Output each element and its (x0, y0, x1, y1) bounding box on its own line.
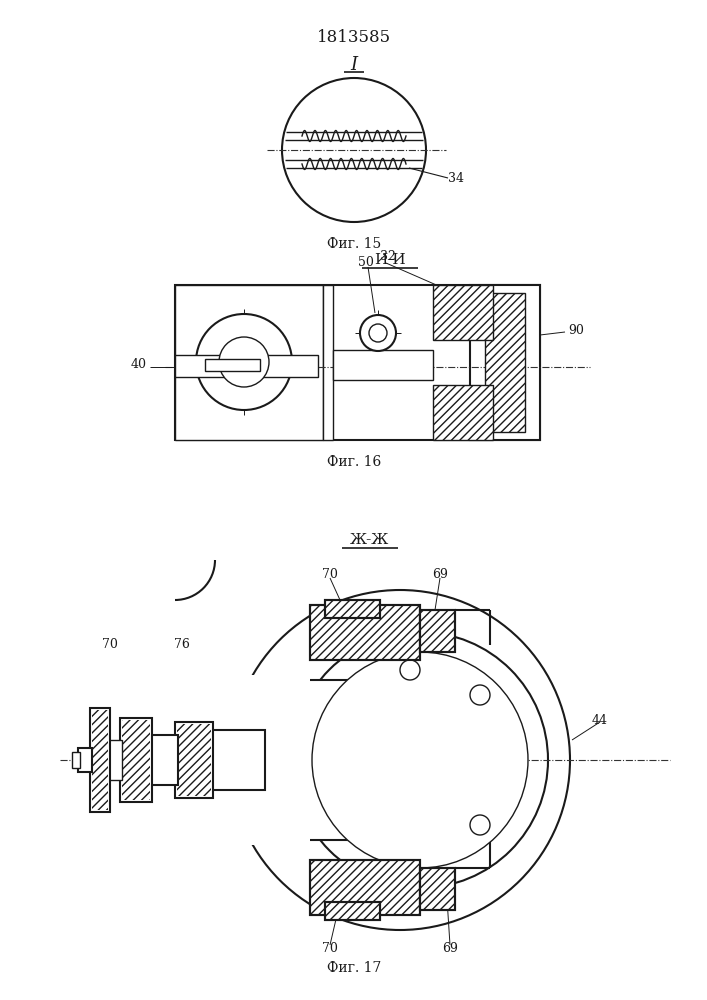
Bar (108, 740, 122, 780)
Text: 34: 34 (448, 172, 464, 184)
Bar (420, 610, 455, 652)
Text: Фиг. 17: Фиг. 17 (327, 961, 381, 975)
Text: 90: 90 (568, 324, 584, 336)
Bar (433, 385, 493, 440)
Bar (120, 718, 152, 802)
Bar (177, 724, 211, 796)
Bar (325, 600, 380, 618)
Text: 69: 69 (432, 568, 448, 582)
Text: И-И: И-И (374, 253, 406, 267)
Text: 32: 32 (380, 250, 396, 263)
Bar (265, 680, 375, 840)
Text: 70: 70 (102, 639, 118, 652)
Circle shape (470, 685, 490, 705)
Bar (323, 285, 333, 440)
Bar (420, 868, 455, 910)
Bar (205, 359, 260, 371)
Circle shape (292, 632, 548, 888)
Bar (210, 730, 265, 790)
Bar (122, 720, 150, 800)
Bar (175, 722, 213, 798)
Bar (433, 285, 493, 340)
Bar (150, 735, 178, 785)
Circle shape (230, 590, 570, 930)
Bar (90, 708, 110, 812)
Bar (325, 902, 380, 920)
Bar (420, 610, 455, 652)
Bar (310, 860, 420, 915)
Bar (175, 285, 540, 440)
Circle shape (369, 324, 387, 342)
Circle shape (196, 314, 292, 410)
Text: I: I (351, 56, 358, 74)
Text: 50: 50 (358, 256, 374, 269)
Text: Ж-Ж: Ж-Ж (350, 533, 390, 547)
Bar (225, 675, 310, 845)
Bar (72, 752, 80, 768)
Circle shape (360, 315, 396, 351)
Bar (333, 350, 433, 380)
Text: 70: 70 (322, 568, 338, 582)
Bar (92, 710, 108, 810)
Circle shape (312, 652, 528, 868)
Text: Фиг. 15: Фиг. 15 (327, 237, 381, 251)
Bar (310, 605, 420, 660)
Text: 69: 69 (442, 942, 458, 954)
Bar (175, 355, 318, 377)
Bar (485, 293, 525, 432)
Bar (310, 605, 420, 660)
Bar (78, 748, 92, 772)
Bar (325, 600, 380, 618)
Circle shape (219, 337, 269, 387)
Circle shape (400, 660, 420, 680)
Bar (175, 285, 323, 440)
Bar (310, 860, 420, 915)
Circle shape (470, 815, 490, 835)
Circle shape (282, 78, 426, 222)
Bar (470, 285, 540, 440)
Text: 76: 76 (174, 639, 190, 652)
Text: Фиг. 16: Фиг. 16 (327, 455, 381, 469)
Text: 44: 44 (592, 714, 608, 726)
Text: 40: 40 (131, 359, 147, 371)
Text: 1813585: 1813585 (317, 29, 391, 46)
Text: 70: 70 (322, 942, 338, 954)
Bar (325, 902, 380, 920)
Bar (420, 868, 455, 910)
